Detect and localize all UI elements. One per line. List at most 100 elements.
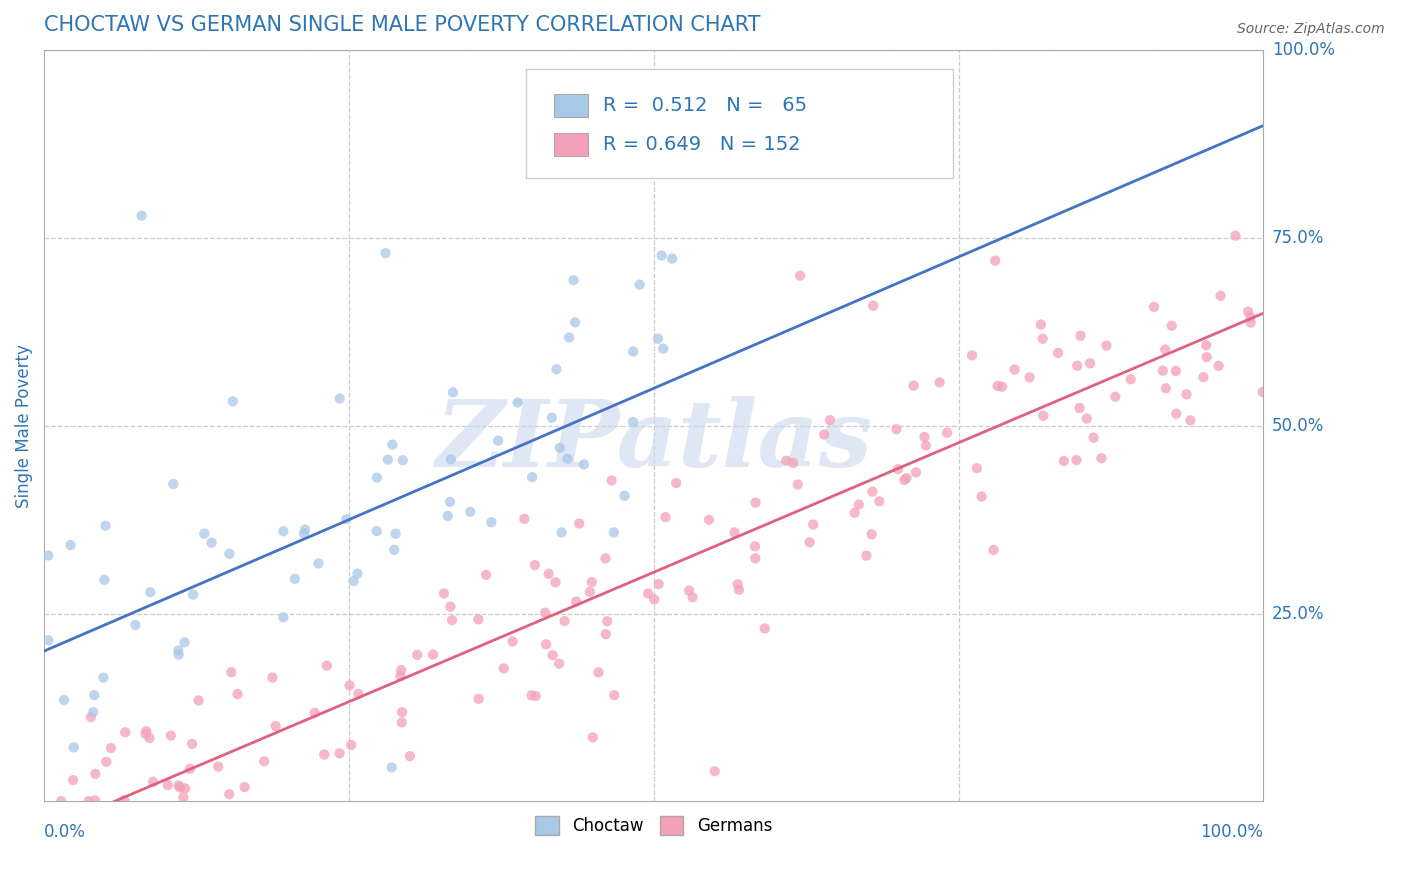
Point	[1180, 413, 1202, 427]
Point	[1164, 364, 1187, 378]
Point	[342, 574, 364, 588]
Point	[347, 687, 370, 701]
Point	[84, 767, 107, 781]
Point	[652, 342, 675, 356]
Point	[135, 727, 157, 741]
Point	[433, 586, 456, 600]
Point	[813, 427, 835, 442]
Point	[564, 315, 586, 329]
Point	[339, 678, 361, 692]
Point	[860, 527, 883, 541]
Point	[1160, 318, 1182, 333]
Point	[308, 557, 330, 571]
Point	[537, 566, 560, 581]
Point	[173, 635, 195, 649]
Point	[406, 648, 429, 662]
Point	[93, 671, 115, 685]
Point	[82, 705, 104, 719]
Point	[558, 330, 581, 344]
Point	[96, 755, 118, 769]
Point	[366, 471, 388, 485]
Point	[112, 793, 135, 807]
Point	[292, 526, 315, 541]
Point	[77, 794, 100, 808]
Point	[534, 637, 557, 651]
Point	[987, 379, 1010, 393]
Point	[862, 299, 884, 313]
Point	[744, 495, 766, 509]
Point	[100, 741, 122, 756]
Point	[581, 575, 603, 590]
Point	[1239, 316, 1261, 330]
Point	[896, 471, 918, 485]
Point	[389, 669, 412, 683]
Point	[391, 453, 413, 467]
Point	[1195, 338, 1218, 352]
Point	[862, 484, 884, 499]
Point	[562, 273, 585, 287]
Point	[548, 441, 571, 455]
Point	[991, 380, 1014, 394]
Point	[903, 378, 925, 392]
Point	[1143, 300, 1166, 314]
Text: R = 0.649   N = 152: R = 0.649 N = 152	[603, 135, 800, 153]
Point	[314, 747, 336, 762]
Point	[131, 209, 153, 223]
Point	[467, 691, 489, 706]
Point	[382, 542, 405, 557]
Point	[440, 452, 463, 467]
Point	[389, 663, 412, 677]
Point	[1029, 318, 1052, 332]
Point	[135, 724, 157, 739]
Point	[544, 575, 567, 590]
Point	[366, 524, 388, 538]
Point	[1032, 332, 1054, 346]
Bar	[554, 94, 588, 117]
Point	[697, 513, 720, 527]
Point	[1237, 304, 1260, 318]
Point	[346, 566, 368, 581]
Text: 100.0%: 100.0%	[1272, 41, 1334, 60]
Point	[647, 332, 669, 346]
Point	[775, 453, 797, 467]
Point	[181, 737, 204, 751]
Point	[513, 512, 536, 526]
Point	[1076, 411, 1098, 425]
Point	[966, 461, 988, 475]
Point	[37, 549, 59, 563]
Point	[1078, 356, 1101, 370]
Point	[93, 573, 115, 587]
Point	[654, 510, 676, 524]
Point	[1166, 407, 1188, 421]
Point	[340, 738, 363, 752]
Point	[222, 394, 245, 409]
Point	[37, 633, 59, 648]
Point	[467, 612, 489, 626]
Point	[799, 535, 821, 549]
Point	[1225, 228, 1247, 243]
Point	[492, 661, 515, 675]
Point	[218, 547, 240, 561]
Point	[703, 764, 725, 779]
Point	[523, 558, 546, 573]
Point	[475, 568, 498, 582]
Point	[868, 494, 890, 508]
Point	[253, 754, 276, 768]
Point	[1251, 384, 1274, 399]
Point	[893, 473, 915, 487]
Point	[621, 415, 644, 429]
Point	[1083, 431, 1105, 445]
Point	[167, 643, 190, 657]
Point	[754, 622, 776, 636]
Point	[665, 475, 688, 490]
Point	[160, 729, 183, 743]
Point	[1208, 359, 1230, 373]
Point	[789, 268, 811, 283]
Point	[911, 163, 934, 178]
Point	[479, 515, 502, 529]
Point	[524, 689, 547, 703]
Point	[62, 773, 84, 788]
Point	[94, 518, 117, 533]
Point	[167, 648, 190, 662]
Point	[1104, 390, 1126, 404]
